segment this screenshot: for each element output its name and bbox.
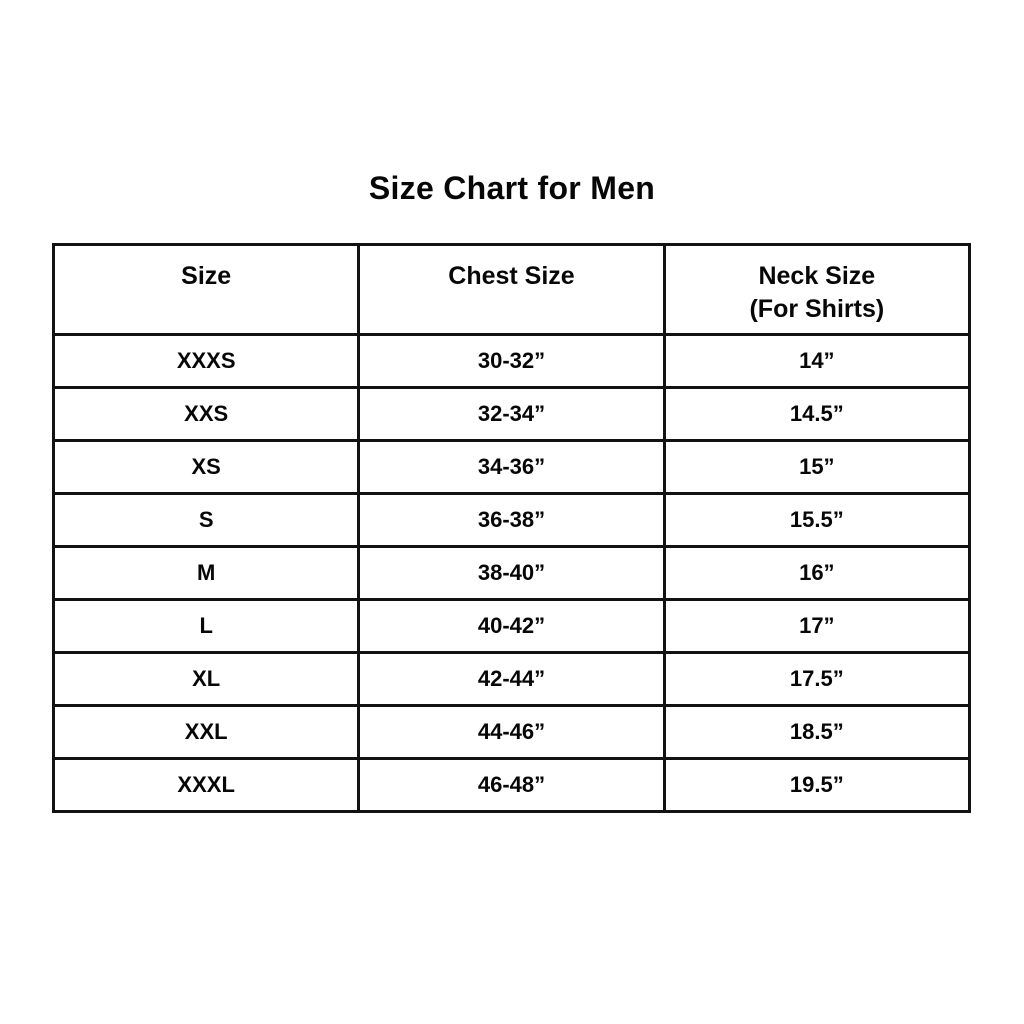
chest-size-cell: 40-42” xyxy=(357,598,666,654)
size-cell: XXL xyxy=(51,704,361,760)
neck-size-cell: 16” xyxy=(662,545,972,601)
table-row: XL 42-44” 17.5” xyxy=(51,651,972,707)
header-label: Neck Size xyxy=(758,262,876,290)
chest-size-cell: 32-34” xyxy=(357,386,666,442)
neck-size-cell: 17” xyxy=(662,598,972,654)
size-cell: XXXS xyxy=(51,333,361,389)
neck-size-cell: 15.5” xyxy=(662,492,972,548)
table-row: M 38-40” 16” xyxy=(51,545,972,601)
neck-size-cell: 17.5” xyxy=(662,651,972,707)
column-header-size: Size xyxy=(51,243,361,336)
header-sublabel: (For Shirts) xyxy=(749,294,885,323)
table-row: XXXS 30-32” 14” xyxy=(51,333,972,389)
neck-size-cell: 14.5” xyxy=(662,386,972,442)
chest-size-cell: 36-38” xyxy=(357,492,666,548)
chest-size-cell: 38-40” xyxy=(357,545,666,601)
size-cell: L xyxy=(51,598,361,654)
chest-size-cell: 34-36” xyxy=(357,439,666,495)
header-label: Chest Size xyxy=(448,262,575,290)
table-row: S 36-38” 15.5” xyxy=(51,492,972,548)
size-cell: XL xyxy=(51,651,361,707)
table-row: XS 34-36” 15” xyxy=(51,439,972,495)
size-cell: XXS xyxy=(51,386,361,442)
neck-size-cell: 14” xyxy=(662,333,972,389)
table-header-row: Size Chest Size Neck Size (For Shirts) xyxy=(51,243,972,336)
chest-size-cell: 42-44” xyxy=(357,651,666,707)
size-chart-table: Size Chest Size Neck Size (For Shirts) X… xyxy=(51,243,972,813)
column-header-chest-size: Chest Size xyxy=(357,243,666,336)
size-cell: XS xyxy=(51,439,361,495)
size-cell: XXXL xyxy=(51,757,361,813)
size-cell: M xyxy=(51,545,361,601)
table-row: XXL 44-46” 18.5” xyxy=(51,704,972,760)
page-title: Size Chart for Men xyxy=(368,170,656,206)
chest-size-cell: 30-32” xyxy=(357,333,666,389)
table-row: XXS 32-34” 14.5” xyxy=(51,386,972,442)
chest-size-cell: 44-46” xyxy=(357,704,666,760)
header-label: Size xyxy=(181,262,232,290)
neck-size-cell: 15” xyxy=(662,439,972,495)
column-header-neck-size: Neck Size (For Shirts) xyxy=(662,243,972,336)
size-cell: S xyxy=(51,492,361,548)
table-row: XXXL 46-48” 19.5” xyxy=(51,757,972,813)
chest-size-cell: 46-48” xyxy=(357,757,666,813)
table-row: L 40-42” 17” xyxy=(51,598,972,654)
neck-size-cell: 19.5” xyxy=(662,757,972,813)
neck-size-cell: 18.5” xyxy=(662,704,972,760)
